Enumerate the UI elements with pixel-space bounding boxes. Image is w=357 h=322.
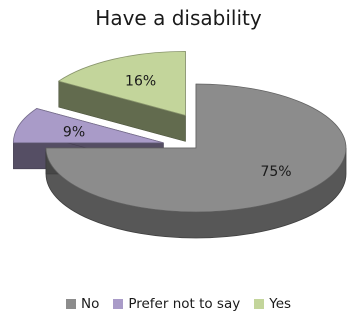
legend-item-no: No (65, 296, 100, 312)
legend-swatch-prefer-not-to-say (113, 299, 124, 309)
legend-swatch-yes (254, 299, 265, 309)
legend-item-yes: Yes (254, 296, 291, 312)
data-label-prefer-not-to-say: 9% (63, 125, 85, 141)
legend-swatch-no (65, 299, 76, 309)
legend-label-yes: Yes (269, 296, 292, 312)
chart-title: Have a disability (95, 6, 262, 30)
pie-slice-yes (57, 50, 186, 142)
pie-slice-top (12, 108, 164, 144)
data-label-no: 75% (260, 164, 291, 180)
pie-slice-top (57, 50, 186, 116)
pie-slice-no (45, 83, 347, 239)
legend: No Prefer not to say Yes (0, 296, 357, 312)
pie-slice-top (45, 83, 347, 213)
data-label-yes: 16% (125, 74, 156, 90)
legend-label-prefer-not-to-say: Prefer not to say (128, 296, 241, 312)
legend-label-no: No (80, 296, 100, 312)
legend-item-prefer-not-to-say: Prefer not to say (113, 296, 240, 312)
